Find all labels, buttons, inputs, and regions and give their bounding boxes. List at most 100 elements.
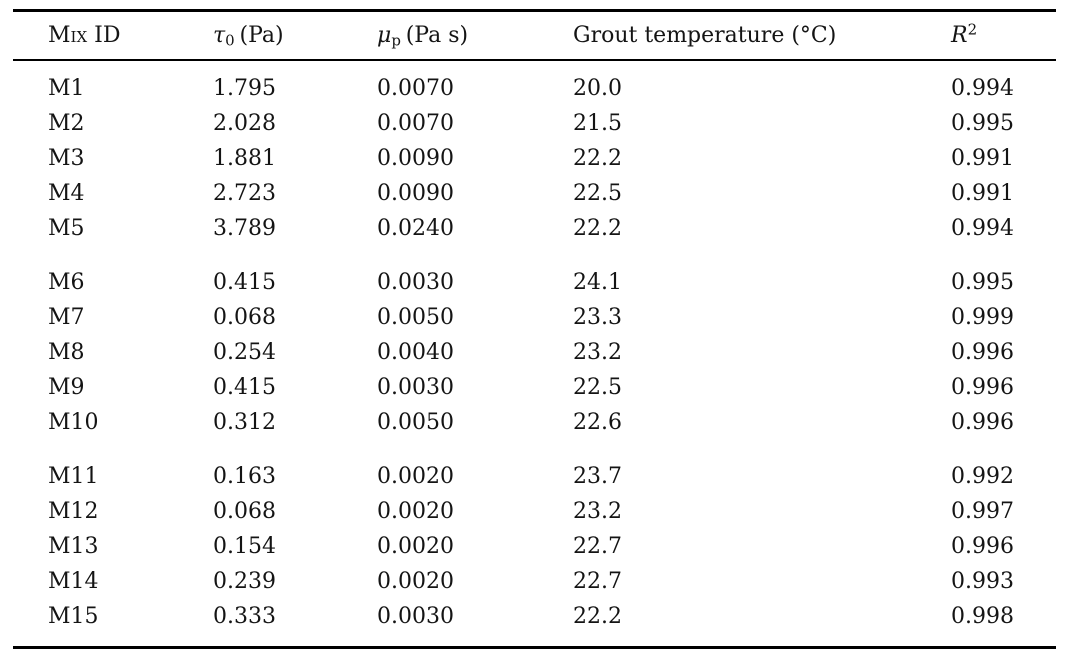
table-row: M6 0.415 0.0030 24.1 0.995 bbox=[13, 265, 1056, 300]
table-row: M9 0.415 0.0030 22.5 0.996 bbox=[13, 370, 1056, 405]
cell-mix-id: M15 bbox=[48, 604, 99, 629]
cell-grout-temperature: 22.6 bbox=[573, 410, 622, 435]
table-row: M3 1.881 0.0090 22.2 0.991 bbox=[13, 141, 1056, 176]
cell-plastic-viscosity: 0.0040 bbox=[377, 340, 454, 365]
r-squared-base: R bbox=[951, 23, 968, 48]
cell-grout-temperature: 23.3 bbox=[573, 305, 622, 330]
cell-yield-stress: 2.723 bbox=[213, 181, 276, 206]
cell-plastic-viscosity: 0.0050 bbox=[377, 305, 454, 330]
cell-yield-stress: 0.163 bbox=[213, 464, 276, 489]
cell-r-squared: 0.997 bbox=[951, 499, 1014, 524]
cell-r-squared: 0.999 bbox=[951, 305, 1014, 330]
cell-mix-id: M12 bbox=[48, 499, 99, 524]
cell-plastic-viscosity: 0.0020 bbox=[377, 569, 454, 594]
cell-r-squared: 0.994 bbox=[951, 216, 1014, 241]
cell-mix-id: M8 bbox=[48, 340, 85, 365]
cell-grout-temperature: 20.0 bbox=[573, 76, 622, 101]
table-row: M7 0.068 0.0050 23.3 0.999 bbox=[13, 300, 1056, 335]
cell-plastic-viscosity: 0.0070 bbox=[377, 111, 454, 136]
tau-symbol: τ bbox=[213, 23, 226, 48]
cell-r-squared: 0.996 bbox=[951, 375, 1014, 400]
mu-symbol: μ bbox=[377, 23, 392, 48]
cell-grout-temperature: 22.7 bbox=[573, 569, 622, 594]
table-row: M12 0.068 0.0020 23.2 0.997 bbox=[13, 494, 1056, 529]
cell-mix-id: M13 bbox=[48, 534, 99, 559]
cell-plastic-viscosity: 0.0090 bbox=[377, 181, 454, 206]
cell-grout-temperature: 22.7 bbox=[573, 534, 622, 559]
table-row: M13 0.154 0.0020 22.7 0.996 bbox=[13, 529, 1056, 564]
table-row: M10 0.312 0.0050 22.6 0.996 bbox=[13, 405, 1056, 440]
cell-mix-id: M3 bbox=[48, 146, 85, 171]
cell-yield-stress: 0.154 bbox=[213, 534, 276, 559]
cell-mix-id: M9 bbox=[48, 375, 85, 400]
tail-spacer-cell bbox=[13, 634, 1056, 648]
cell-r-squared: 0.991 bbox=[951, 146, 1014, 171]
table-row: M4 2.723 0.0090 22.5 0.991 bbox=[13, 176, 1056, 211]
table-row: M8 0.254 0.0040 23.2 0.996 bbox=[13, 335, 1056, 370]
cell-yield-stress: 0.239 bbox=[213, 569, 276, 594]
cell-plastic-viscosity: 0.0020 bbox=[377, 534, 454, 559]
cell-plastic-viscosity: 0.0030 bbox=[377, 375, 454, 400]
cell-r-squared: 0.994 bbox=[951, 76, 1014, 101]
cell-plastic-viscosity: 0.0020 bbox=[377, 464, 454, 489]
table-row: M5 3.789 0.0240 22.2 0.994 bbox=[13, 211, 1056, 246]
table-row: M15 0.333 0.0030 22.2 0.998 bbox=[13, 599, 1056, 634]
column-header-mix-id: Mix ID bbox=[13, 10, 213, 61]
cell-grout-temperature: 22.2 bbox=[573, 146, 622, 171]
cell-yield-stress: 0.068 bbox=[213, 499, 276, 524]
group-gap-spacer-cell bbox=[13, 246, 1056, 265]
cell-grout-temperature: 23.2 bbox=[573, 340, 622, 365]
column-header-plastic-viscosity: μp (Pa s) bbox=[377, 10, 573, 61]
mu-unit: (Pa s) bbox=[405, 23, 469, 48]
cell-mix-id: M4 bbox=[48, 181, 85, 206]
column-header-r-squared: R2 bbox=[951, 10, 1056, 61]
cell-yield-stress: 1.881 bbox=[213, 146, 276, 171]
cell-r-squared: 0.996 bbox=[951, 410, 1014, 435]
grout-temperature-label: Grout temperature (°C) bbox=[573, 23, 837, 48]
cell-grout-temperature: 23.7 bbox=[573, 464, 622, 489]
cell-grout-temperature: 24.1 bbox=[573, 270, 622, 295]
cell-mix-id: M5 bbox=[48, 216, 85, 241]
cell-r-squared: 0.992 bbox=[951, 464, 1014, 489]
cell-grout-temperature: 21.5 bbox=[573, 111, 622, 136]
cell-r-squared: 0.998 bbox=[951, 604, 1014, 629]
table-row: M14 0.239 0.0020 22.7 0.993 bbox=[13, 564, 1056, 599]
cell-yield-stress: 0.254 bbox=[213, 340, 276, 365]
group-gap-spacer-cell bbox=[13, 440, 1056, 459]
table-row: M2 2.028 0.0070 21.5 0.995 bbox=[13, 106, 1056, 141]
cell-plastic-viscosity: 0.0050 bbox=[377, 410, 454, 435]
cell-yield-stress: 0.312 bbox=[213, 410, 276, 435]
mix-id-label: Mix ID bbox=[48, 23, 121, 48]
column-header-grout-temperature: Grout temperature (°C) bbox=[573, 10, 951, 61]
cell-yield-stress: 1.795 bbox=[213, 76, 276, 101]
cell-mix-id: M10 bbox=[48, 410, 99, 435]
cell-mix-id: M6 bbox=[48, 270, 85, 295]
lead-spacer bbox=[13, 60, 1056, 71]
cell-yield-stress: 0.415 bbox=[213, 270, 276, 295]
cell-grout-temperature: 22.5 bbox=[573, 375, 622, 400]
cell-yield-stress: 0.068 bbox=[213, 305, 276, 330]
cell-r-squared: 0.991 bbox=[951, 181, 1014, 206]
cell-yield-stress: 0.415 bbox=[213, 375, 276, 400]
tau-unit: (Pa) bbox=[239, 23, 284, 48]
cell-r-squared: 0.995 bbox=[951, 111, 1014, 136]
cell-mix-id: M14 bbox=[48, 569, 99, 594]
cell-grout-temperature: 22.5 bbox=[573, 181, 622, 206]
cell-grout-temperature: 23.2 bbox=[573, 499, 622, 524]
cell-r-squared: 0.993 bbox=[951, 569, 1014, 594]
group-gap-spacer bbox=[13, 246, 1056, 265]
cell-r-squared: 0.996 bbox=[951, 534, 1014, 559]
cell-yield-stress: 3.789 bbox=[213, 216, 276, 241]
cell-grout-temperature: 22.2 bbox=[573, 216, 622, 241]
cell-plastic-viscosity: 0.0240 bbox=[377, 216, 454, 241]
cell-yield-stress: 0.333 bbox=[213, 604, 276, 629]
cell-r-squared: 0.996 bbox=[951, 340, 1014, 365]
table-header: Mix ID τ0 (Pa) μp (Pa s) Grout temperature… bbox=[13, 10, 1056, 61]
cell-mix-id: M1 bbox=[48, 76, 85, 101]
cell-plastic-viscosity: 0.0090 bbox=[377, 146, 454, 171]
table-row: M11 0.163 0.0020 23.7 0.992 bbox=[13, 459, 1056, 494]
group-gap-spacer bbox=[13, 440, 1056, 459]
column-header-yield-stress: τ0 (Pa) bbox=[213, 10, 377, 61]
table-row: M1 1.795 0.0070 20.0 0.994 bbox=[13, 71, 1056, 106]
r-squared-exponent: 2 bbox=[967, 20, 978, 39]
